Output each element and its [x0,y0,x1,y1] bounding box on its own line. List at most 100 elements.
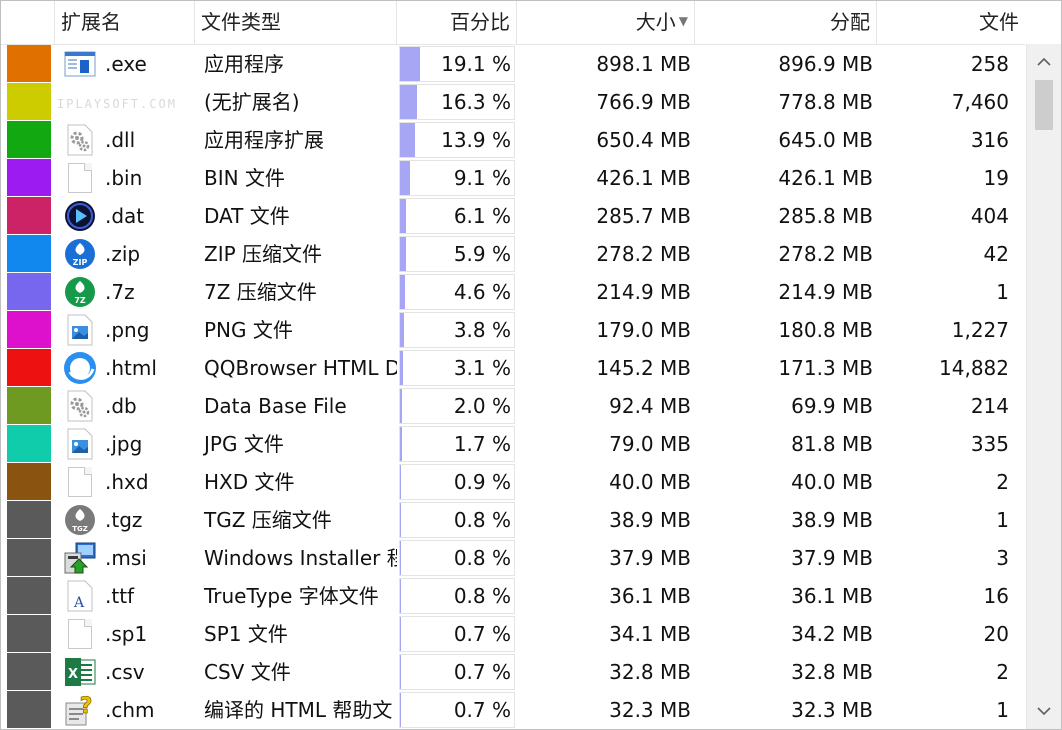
color-cell [1,653,55,691]
table-row[interactable]: ZIP .zip ZIP 压缩文件 5.9 % 278.2 MB 278.2 MB 42 [1,235,1025,273]
color-cell [1,311,55,349]
column-header: 扩展名 文件类型 百分比 大小 ▼ 分配 文件 [1,1,1025,45]
chevron-up-icon[interactable] [1027,44,1061,80]
extension-cell: .jpg [55,425,195,463]
percent-bar-track [399,350,515,386]
table-row[interactable]: TGZ .tgz TGZ 压缩文件 0.8 % 38.9 MB 38.9 MB 1 [1,501,1025,539]
extension-cell: TGZ .tgz [55,501,195,539]
header-color[interactable] [1,1,55,44]
table-row[interactable]: .exe 应用程序 19.1 % 898.1 MB 896.9 MB 258 [1,45,1025,83]
table-row[interactable]: (无扩展名) 16.3 % 766.9 MB 778.8 MB 7,460 [1,83,1025,121]
extension-text: .chm [105,698,155,722]
allocated-cell: 896.9 MB [778,52,873,76]
table-row[interactable]: X .csv CSV 文件 0.7 % 32.8 MB 32.8 MB 2 [1,653,1025,691]
extension-cell: A .ttf [55,577,195,615]
percent-cell: 19.1 % [397,45,517,83]
table-row[interactable]: 7Z .7z 7Z 压缩文件 4.6 % 214.9 MB 214.9 MB 1 [1,273,1025,311]
header-size[interactable]: 大小 ▼ [517,1,695,44]
percent-bar-track [399,578,515,614]
7z-archive-icon: 7Z [63,276,97,308]
color-swatch [7,349,51,386]
file-type-cell: Data Base File [204,394,347,418]
extension-text: .msi [105,546,147,570]
extension-cell: .hxd [55,463,195,501]
percent-text: 2.0 % [453,394,511,418]
scrollbar-thumb[interactable] [1035,80,1053,130]
percent-text: 0.8 % [453,508,511,532]
percent-bar [400,541,401,575]
percent-bar [400,161,410,195]
file-type-cell: (无扩展名) [204,90,300,114]
extension-text: .csv [105,660,145,684]
percent-cell: 16.3 % [397,83,517,121]
sort-desc-icon: ▼ [678,14,688,28]
table-row[interactable]: .hxd HXD 文件 0.9 % 40.0 MB 40.0 MB 2 [1,463,1025,501]
size-cell: 145.2 MB [596,356,691,380]
color-swatch [7,45,51,82]
file-count-cell: 20 [983,622,1009,646]
header-files[interactable]: 文件 [979,10,1019,34]
installer-icon [63,542,97,574]
size-cell: 766.9 MB [596,90,691,114]
extension-text: .sp1 [105,622,148,646]
file-type-cell: Windows Installer 程 [204,546,397,570]
color-cell [1,691,55,729]
extension-cell: ? .chm [55,691,195,729]
vertical-scrollbar[interactable] [1026,44,1061,729]
chevron-down-icon[interactable] [1027,693,1061,729]
table-row[interactable]: .msi Windows Installer 程 0.8 % 37.9 MB 37.9 … [1,539,1025,577]
percent-bar [400,351,403,385]
percent-cell: 9.1 % [397,159,517,197]
file-type-cell: TrueType 字体文件 [204,584,379,608]
allocated-cell: 69.9 MB [791,394,873,418]
browser-icon [63,352,97,384]
percent-text: 16.3 % [441,90,511,114]
file-type-cell: TGZ 压缩文件 [204,508,332,532]
file-count-cell: 2 [996,660,1009,684]
extension-text: .7z [105,280,135,304]
table-row[interactable]: .dat DAT 文件 6.1 % 285.7 MB 285.8 MB 404 [1,197,1025,235]
percent-cell: 5.9 % [397,235,517,273]
color-swatch [7,691,51,728]
percent-bar-track [399,502,515,538]
percent-bar [400,313,404,347]
font-file-icon: A [63,580,97,612]
table-row[interactable]: .dll 应用程序扩展 13.9 % 650.4 MB 645.0 MB 316 [1,121,1025,159]
table-row[interactable]: .png PNG 文件 3.8 % 179.0 MB 180.8 MB 1,227 [1,311,1025,349]
allocated-cell: 32.3 MB [791,698,873,722]
table-row[interactable]: .db Data Base File 2.0 % 92.4 MB 69.9 MB 214 [1,387,1025,425]
extension-cell: ZIP .zip [55,235,195,273]
file-type-cell: 编译的 HTML 帮助文 [204,698,393,722]
color-cell [1,83,55,121]
color-swatch [7,539,51,576]
size-cell: 426.1 MB [596,166,691,190]
allocated-cell: 81.8 MB [791,432,873,456]
header-percent[interactable]: 百分比 [397,1,517,44]
table-row[interactable]: .bin BIN 文件 9.1 % 426.1 MB 426.1 MB 19 [1,159,1025,197]
percent-text: 0.8 % [453,546,511,570]
percent-bar-track [399,692,515,728]
table-row[interactable]: A .ttf TrueType 字体文件 0.8 % 36.1 MB 36.1 MB 16 [1,577,1025,615]
extension-cell: .msi [55,539,195,577]
size-cell: 92.4 MB [609,394,691,418]
table-row[interactable]: .jpg JPG 文件 1.7 % 79.0 MB 81.8 MB 335 [1,425,1025,463]
table-row[interactable]: .html QQBrowser HTML D 3.1 % 145.2 MB 171.3 … [1,349,1025,387]
table-row[interactable]: .sp1 SP1 文件 0.7 % 34.1 MB 34.2 MB 20 [1,615,1025,653]
size-cell: 40.0 MB [609,470,691,494]
header-file-type[interactable]: 文件类型 [195,1,397,44]
color-cell [1,615,55,653]
percent-cell: 0.7 % [397,653,517,691]
header-extension[interactable]: 扩展名 [55,1,195,44]
size-cell: 650.4 MB [596,128,691,152]
file-type-cell: CSV 文件 [204,660,291,684]
percent-bar-track [399,122,515,158]
percent-cell: 0.9 % [397,463,517,501]
percent-bar-track [399,426,515,462]
header-allocated[interactable]: 分配 [695,1,877,44]
file-count-cell: 214 [970,394,1009,418]
percent-cell: 0.7 % [397,615,517,653]
allocated-cell: 180.8 MB [778,318,873,342]
table-row[interactable]: ? .chm 编译的 HTML 帮助文 0.7 % 32.3 MB 32.3 MB 1 [1,691,1025,729]
color-swatch [7,577,51,614]
color-cell [1,539,55,577]
